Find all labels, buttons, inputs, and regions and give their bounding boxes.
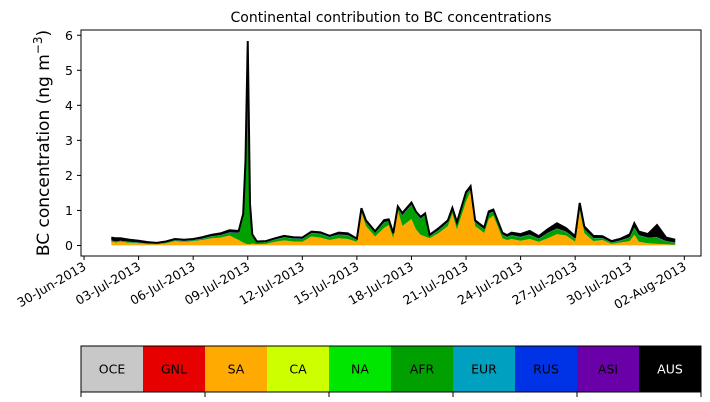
legend-swatch-gnl bbox=[143, 346, 206, 392]
legend-label-oce: OCE bbox=[99, 362, 126, 377]
x-axis: 30-Jun-201303-Jul-201306-Jul-201309-Jul-… bbox=[14, 256, 689, 312]
legend-label-asi: ASI bbox=[598, 362, 618, 377]
legend-swatch-aus bbox=[639, 346, 702, 392]
legend-label-aus: AUS bbox=[657, 362, 683, 377]
plot-frame bbox=[80, 29, 702, 257]
legend-frame bbox=[80, 345, 702, 393]
legend-swatch-rus bbox=[515, 346, 578, 392]
legend-swatch-eur bbox=[453, 346, 516, 392]
y-tick-label: 1 bbox=[65, 203, 73, 218]
legend-swatch-sa bbox=[205, 346, 268, 392]
area-eur bbox=[111, 55, 676, 244]
legend-label-rus: RUS bbox=[533, 362, 559, 377]
y-tick-label: 4 bbox=[65, 98, 73, 113]
y-tick-label: 3 bbox=[65, 133, 73, 148]
chart-title: Continental contribution to BC concentra… bbox=[230, 10, 551, 26]
y-tick-label: 5 bbox=[65, 63, 73, 78]
legend-label-ca: CA bbox=[289, 362, 307, 377]
legend-label-na: NA bbox=[351, 362, 369, 377]
legend-swatch-afr bbox=[391, 346, 454, 392]
area-afr bbox=[111, 58, 676, 245]
legend-label-eur: EUR bbox=[471, 362, 497, 377]
legend-swatch-asi bbox=[577, 346, 640, 392]
y-tick-label: 6 bbox=[65, 28, 73, 43]
legend-label-sa: SA bbox=[228, 362, 245, 377]
legend-swatch-na bbox=[329, 346, 392, 392]
y-tick-label: 2 bbox=[65, 168, 73, 183]
legend-colorbar: OCE GNL SA CA NA AFR EUR RUS ASI AUS bbox=[80, 345, 702, 397]
area-aus bbox=[111, 41, 676, 244]
stacked-areas bbox=[111, 41, 676, 246]
y-tick-label: 0 bbox=[65, 238, 73, 253]
legend-swatch-oce bbox=[81, 346, 144, 392]
total-line bbox=[111, 41, 676, 244]
y-axis-label: BC concentration (ng m−3) bbox=[31, 30, 54, 256]
legend-label-gnl: GNL bbox=[161, 362, 187, 377]
legend-swatch-ca bbox=[267, 346, 330, 392]
y-axis: 0 1 2 3 4 5 6 bbox=[65, 28, 81, 253]
legend-label-afr: AFR bbox=[410, 362, 435, 377]
